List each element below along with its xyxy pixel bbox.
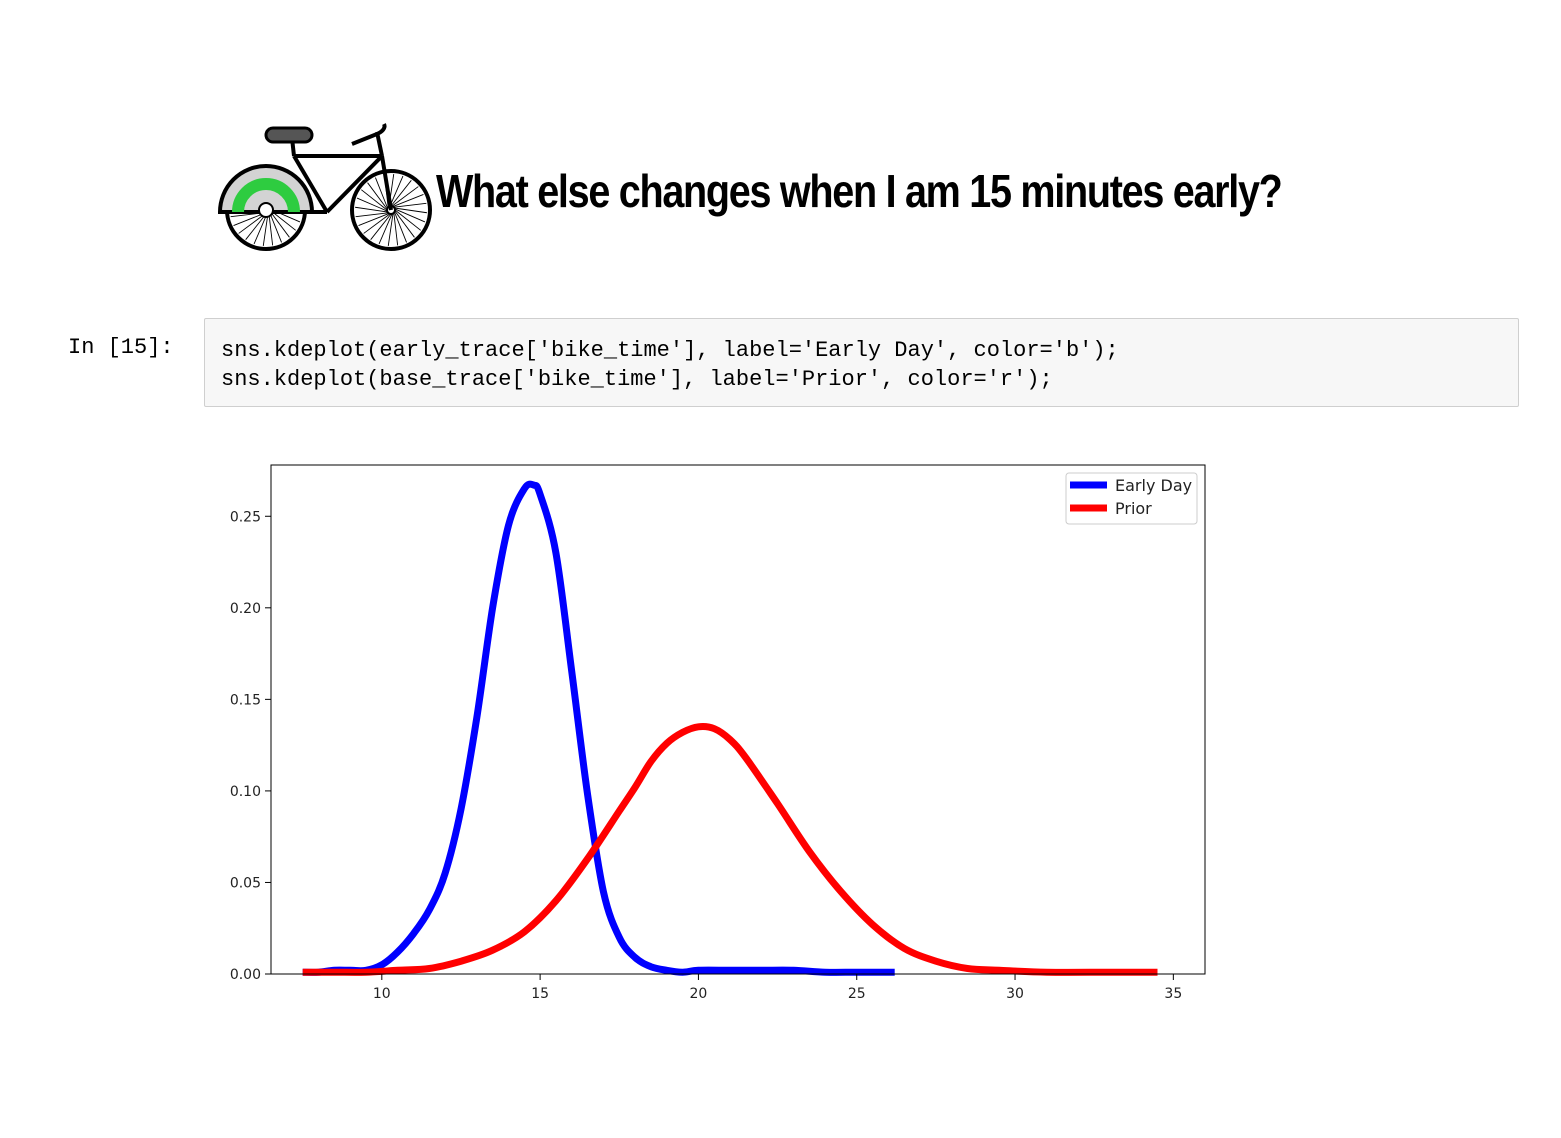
spoke [238, 213, 266, 234]
spoke [355, 212, 389, 218]
series-line-early-day [302, 480, 895, 976]
code-line[interactable]: sns.kdeplot(base_trace['bike_time'], lab… [221, 367, 1053, 392]
bicycle-icon [217, 123, 432, 251]
spoke [269, 211, 282, 243]
code-line[interactable]: sns.kdeplot(early_trace['bike_time'], la… [221, 338, 1119, 363]
x-tick-label: 15 [531, 986, 549, 1002]
spoke [268, 212, 274, 246]
plot-series [302, 480, 1158, 976]
spoke [356, 197, 388, 212]
x-axis: 10 15 20 25 30 35 [373, 974, 1182, 1002]
y-tick-label: 0.15 [230, 692, 261, 708]
y-tick-label: 0.05 [230, 875, 261, 891]
y-tick-label: 0.10 [230, 784, 261, 800]
spoke [370, 213, 392, 240]
spoke [253, 213, 268, 245]
spoke [262, 213, 269, 246]
spoke [245, 213, 267, 240]
y-tick-label: 0.20 [230, 601, 261, 617]
spoke [394, 207, 427, 214]
x-tick-label: 30 [1006, 986, 1024, 1002]
x-tick-label: 20 [690, 986, 708, 1002]
y-tick-label: 0.25 [230, 509, 261, 525]
spoke [391, 186, 419, 207]
spoke [390, 180, 412, 207]
spoke [394, 211, 407, 243]
cell-prompt: In [15]: [68, 335, 174, 360]
legend: Early Day Prior [1065, 472, 1198, 525]
series-line-prior [302, 723, 1158, 976]
spoke [233, 213, 265, 226]
spoke [367, 182, 388, 210]
x-tick-label: 35 [1164, 986, 1182, 1002]
spoke [378, 213, 393, 245]
markdown-heading: What else changes when I am 15 minutes e… [212, 118, 1462, 258]
spoke [375, 177, 388, 209]
y-axis: 0.00 0.05 0.10 0.15 0.20 0.25 [230, 509, 271, 983]
spoke [394, 210, 415, 238]
spoke [363, 213, 391, 234]
code-editor[interactable]: sns.kdeplot(early_trace['bike_time'], la… [204, 318, 1519, 407]
spoke [394, 209, 421, 231]
spoke [358, 213, 390, 226]
legend-label: Early Day [1115, 476, 1192, 495]
spoke [393, 202, 427, 208]
spoke [392, 194, 424, 207]
spoke [361, 189, 388, 211]
code-cell[interactable]: In [15]: sns.kdeplot(early_trace['bike_t… [0, 318, 1561, 410]
spoke [269, 210, 290, 238]
y-tick-label: 0.00 [230, 967, 261, 983]
page-title: What else changes when I am 15 minutes e… [436, 165, 1283, 217]
spoke [393, 212, 399, 246]
spoke [355, 206, 388, 213]
legend-label: Prior [1115, 499, 1152, 518]
spoke [387, 213, 394, 246]
spoke [389, 175, 404, 207]
x-tick-label: 10 [373, 986, 391, 1002]
x-tick-label: 25 [848, 986, 866, 1002]
spoke [394, 208, 426, 223]
plot-frame [270, 464, 1206, 975]
